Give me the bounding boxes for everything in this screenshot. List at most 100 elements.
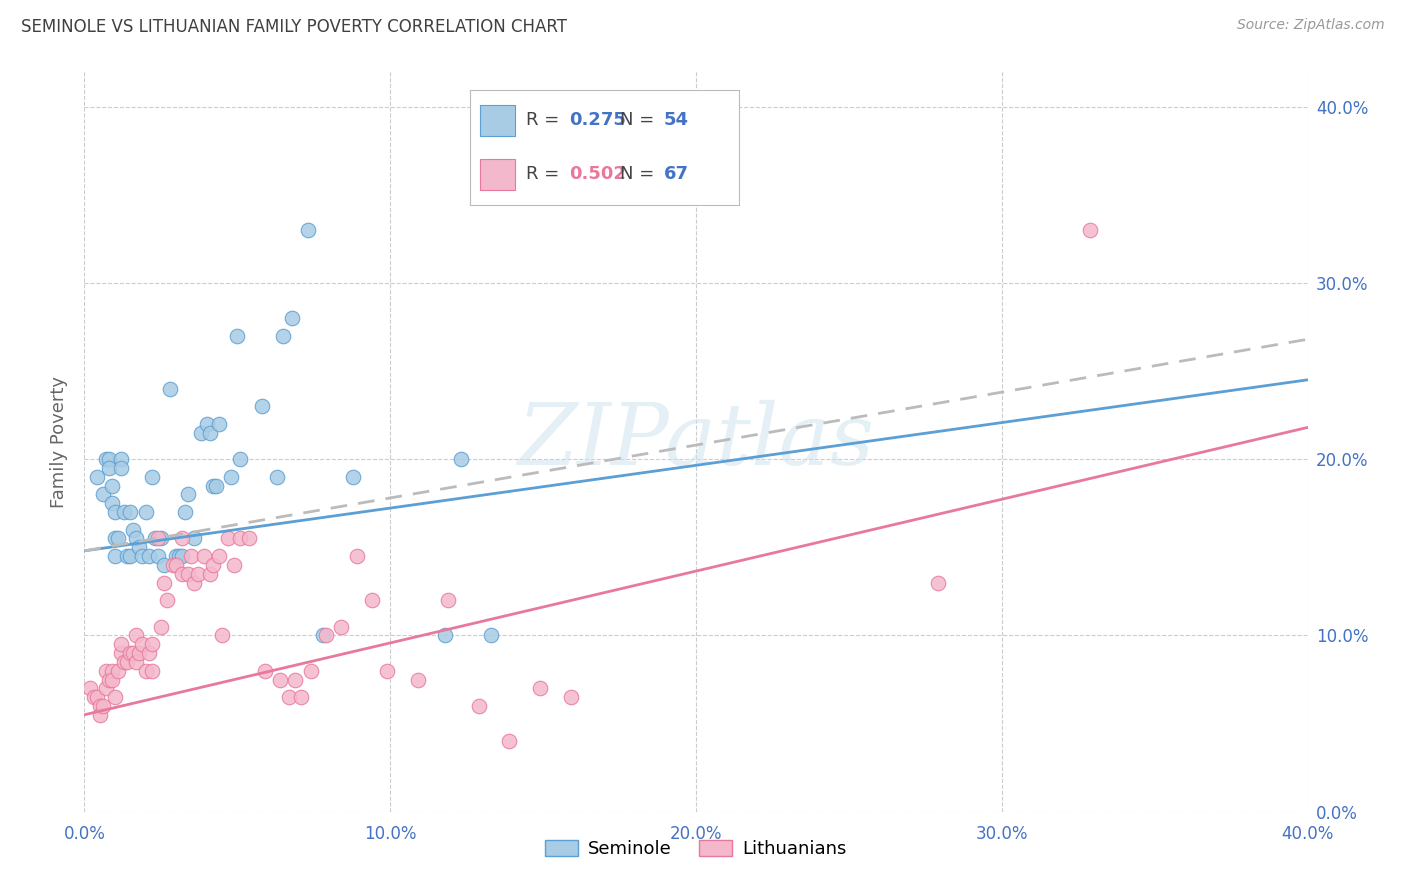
Point [346, 549, 368, 563]
Point [342, 470, 364, 484]
Point [153, 575, 176, 590]
Text: Source: ZipAtlas.com: Source: ZipAtlas.com [1237, 18, 1385, 32]
Point [224, 558, 246, 572]
Point [529, 681, 551, 696]
Point [560, 690, 582, 705]
Point [101, 478, 124, 492]
Point [112, 505, 135, 519]
Point [927, 575, 949, 590]
Point [165, 558, 187, 572]
Point [167, 549, 190, 563]
Y-axis label: Family Poverty: Family Poverty [51, 376, 69, 508]
Point [183, 532, 205, 546]
Point [229, 452, 252, 467]
Point [97, 461, 120, 475]
Point [312, 628, 335, 642]
Point [91, 698, 114, 713]
Point [180, 549, 202, 563]
Point [183, 575, 205, 590]
Point [299, 664, 322, 678]
Point [269, 673, 291, 687]
Point [195, 417, 218, 431]
Point [468, 698, 491, 713]
Point [201, 478, 224, 492]
Point [172, 532, 194, 546]
Point [91, 487, 114, 501]
Point [112, 655, 135, 669]
Point [177, 566, 200, 581]
Point [479, 628, 502, 642]
Point [115, 655, 138, 669]
Point [271, 328, 294, 343]
Point [198, 566, 221, 581]
Point [135, 664, 157, 678]
Point [146, 532, 169, 546]
Point [217, 532, 239, 546]
Point [172, 566, 194, 581]
Point [165, 549, 187, 563]
Point [128, 541, 150, 555]
Point [104, 690, 127, 705]
Point [375, 664, 398, 678]
Point [1080, 223, 1102, 237]
Point [141, 637, 163, 651]
Point [208, 549, 231, 563]
Point [437, 593, 460, 607]
Point [250, 399, 273, 413]
Text: SEMINOLE VS LITHUANIAN FAMILY POVERTY CORRELATION CHART: SEMINOLE VS LITHUANIAN FAMILY POVERTY CO… [21, 18, 567, 36]
Point [198, 425, 221, 440]
Point [406, 673, 429, 687]
Point [190, 425, 212, 440]
Point [238, 532, 260, 546]
Point [89, 707, 111, 722]
Point [159, 382, 181, 396]
Point [177, 487, 200, 501]
Point [143, 532, 166, 546]
Point [149, 532, 172, 546]
Point [360, 593, 382, 607]
Point [284, 673, 307, 687]
Point [86, 470, 108, 484]
Point [104, 505, 127, 519]
Legend: Seminole, Lithuanians: Seminole, Lithuanians [538, 833, 853, 865]
Point [86, 690, 108, 705]
Point [120, 505, 142, 519]
Point [120, 646, 142, 660]
Point [162, 558, 184, 572]
Point [278, 690, 301, 705]
Point [107, 664, 129, 678]
Point [174, 505, 197, 519]
Point [94, 664, 117, 678]
Point [290, 690, 312, 705]
Point [131, 637, 153, 651]
Point [211, 628, 233, 642]
Point [229, 532, 252, 546]
Point [120, 549, 142, 563]
Text: ZIPatlas: ZIPatlas [517, 401, 875, 483]
Point [94, 681, 117, 696]
Point [226, 328, 249, 343]
Point [205, 478, 228, 492]
Point [115, 549, 138, 563]
Point [128, 646, 150, 660]
Point [107, 532, 129, 546]
Point [141, 470, 163, 484]
Point [89, 698, 111, 713]
Point [193, 549, 215, 563]
Point [110, 452, 132, 467]
Point [266, 470, 288, 484]
Point [330, 619, 353, 633]
Point [79, 681, 101, 696]
Point [125, 628, 148, 642]
Point [131, 549, 153, 563]
Point [208, 417, 231, 431]
Point [172, 549, 194, 563]
Point [101, 496, 124, 510]
Point [94, 452, 117, 467]
Point [110, 461, 132, 475]
Point [104, 532, 127, 546]
Point [101, 664, 124, 678]
Point [125, 532, 148, 546]
Point [97, 673, 120, 687]
Point [141, 664, 163, 678]
